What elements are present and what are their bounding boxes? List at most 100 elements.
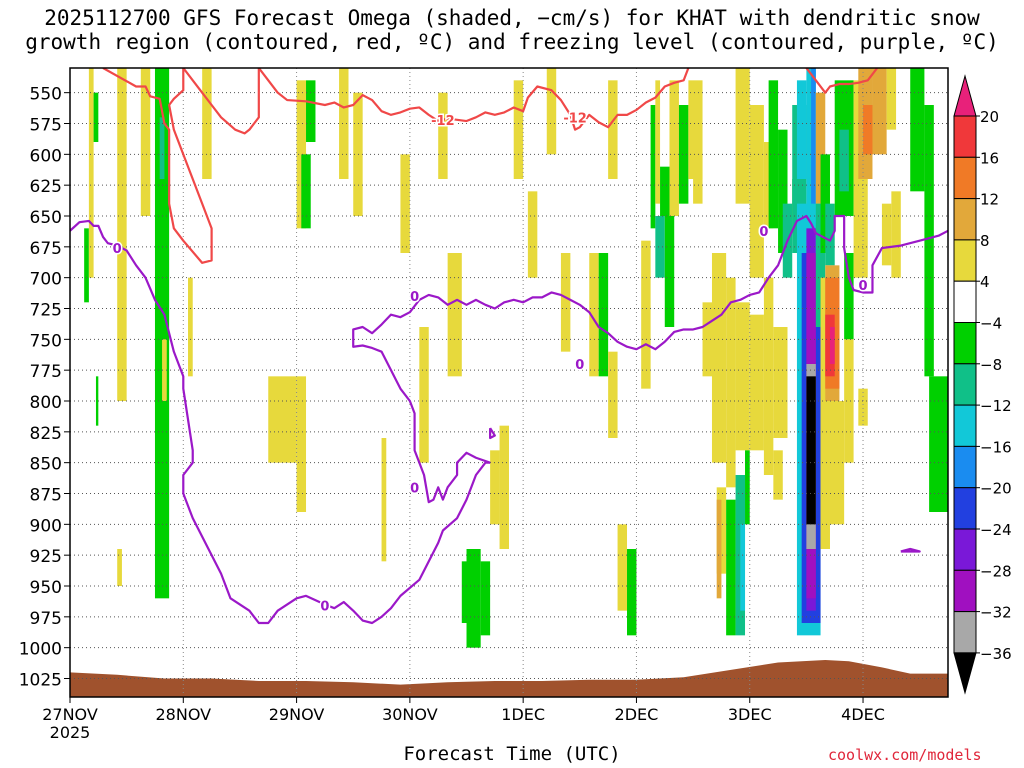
x-tick-label: 1DEC	[501, 705, 545, 724]
omega-cell	[353, 92, 363, 216]
omega-cell	[162, 339, 167, 401]
colorbar-label: 8	[980, 232, 990, 250]
x-tick-label: 28NOV	[155, 705, 211, 724]
x-axis-label: Forecast Time (UTC)	[403, 743, 621, 765]
omega-cell	[93, 92, 99, 142]
omega-cell	[447, 253, 462, 377]
colorbar-segment	[953, 280, 977, 324]
omega-cell	[589, 253, 599, 377]
omega-cell	[815, 203, 826, 327]
omega-cell	[154, 68, 170, 599]
colorbar-segment	[953, 156, 977, 200]
omega-cell	[84, 228, 89, 303]
omega-cell	[763, 277, 774, 475]
colorbar-label: −32	[980, 604, 1012, 622]
omega-cell	[608, 80, 618, 179]
chart-title-line2: growth region (contoured, red, ºC) and f…	[25, 30, 999, 54]
colorbar-label: 20	[980, 108, 999, 126]
omega-cell	[419, 327, 429, 463]
omega-cell	[513, 80, 524, 179]
omega-cell	[608, 351, 618, 438]
contour-line	[102, 68, 213, 264]
omega-cell	[669, 80, 679, 216]
y-tick-label: 950	[30, 578, 62, 598]
omega-cell	[778, 129, 788, 253]
omega-cell	[815, 92, 826, 204]
omega-cell	[716, 499, 722, 599]
colorbar-label: −16	[980, 438, 1012, 456]
colorbar-label: −20	[980, 480, 1012, 498]
colorbar-label: −24	[980, 521, 1012, 539]
y-tick-label: 925	[30, 547, 62, 567]
y-tick-label: 725	[30, 301, 62, 321]
y-tick-label: 1025	[19, 671, 62, 691]
omega-cell	[678, 105, 689, 204]
omega-cell	[499, 425, 509, 549]
omega-cell	[825, 203, 835, 266]
omega-cell	[693, 154, 703, 204]
omega-cell	[811, 68, 816, 216]
omega-cell	[546, 68, 557, 155]
omega-cell	[306, 80, 316, 142]
contour-label: 0	[575, 358, 584, 373]
contour-label: 0	[759, 225, 768, 240]
contour-label: -12	[563, 111, 587, 126]
omega-cell	[140, 68, 151, 216]
x-tick-label: 29NOV	[269, 705, 325, 724]
contour-line	[182, 68, 260, 135]
omega-cell	[796, 80, 807, 179]
colorbar-segment	[953, 487, 977, 530]
omega-cell	[726, 499, 736, 636]
contour-label: 0	[859, 279, 868, 294]
omega-cell	[650, 105, 656, 229]
contour-label: 0	[320, 600, 329, 615]
contour-line	[70, 219, 491, 625]
omega-cell	[768, 80, 779, 229]
omega-cell	[844, 253, 854, 340]
omega-cell	[858, 388, 868, 426]
omega-cell	[117, 68, 127, 401]
omega-cell	[461, 561, 472, 623]
omega-cell	[806, 376, 816, 525]
colorbar-label: −8	[980, 356, 1002, 374]
omega-cell	[438, 92, 448, 179]
omega-cell	[886, 68, 897, 130]
colorbar-top-arrow	[953, 74, 977, 117]
y-tick-label: 800	[30, 393, 62, 413]
y-tick-label: 1000	[19, 640, 62, 660]
omega-cell	[466, 549, 481, 648]
omega-cell	[159, 117, 165, 179]
omega-cell	[749, 105, 764, 278]
colorbar-segment	[953, 445, 977, 489]
y-tick-label: 875	[30, 486, 62, 506]
omega-cell	[924, 105, 934, 377]
omega-cell	[820, 277, 830, 549]
colorbar-label: −4	[980, 315, 1002, 333]
omega-cell	[296, 376, 307, 512]
colorbar-segment	[953, 239, 977, 282]
colorbar-segment	[953, 404, 977, 447]
y-tick-label: 625	[30, 177, 62, 197]
x-tick-year: 2025	[50, 723, 91, 742]
omega-cell	[891, 191, 901, 278]
omega-cell	[829, 401, 845, 525]
omega-cell	[117, 549, 122, 586]
omega-cell	[735, 475, 746, 636]
y-tick-label: 675	[30, 239, 62, 259]
omega-cell	[527, 191, 538, 278]
omega-cell	[844, 339, 854, 463]
omega-cell	[480, 561, 491, 636]
omega-cell	[820, 154, 830, 253]
x-tick-label: 2DEC	[615, 705, 659, 724]
omega-cell	[660, 166, 670, 216]
colorbar-segment	[953, 322, 977, 365]
colorbar-segment	[953, 198, 977, 241]
omega-cell	[735, 302, 750, 451]
colorbar-segment	[953, 569, 977, 613]
omega-cell	[627, 549, 637, 636]
omega-cell	[490, 450, 500, 525]
watermark: coolwx.com/models	[828, 746, 982, 764]
colorbar-label: 4	[980, 273, 990, 291]
omega-cell	[655, 80, 661, 204]
